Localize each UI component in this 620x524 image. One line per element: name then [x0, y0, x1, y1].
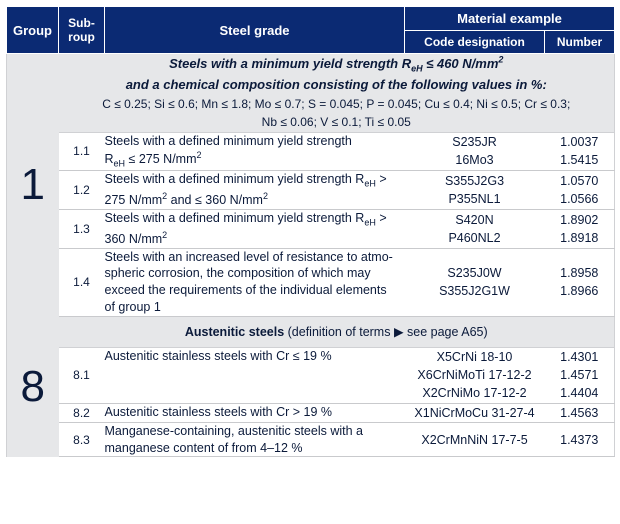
subgroup-cell: 1.4: [59, 248, 105, 317]
table-row: 8.3 Manganese-containing, austenitic ste…: [7, 422, 615, 457]
group1-chem-l1: C ≤ 0.25; Si ≤ 0.6; Mn ≤ 1.8; Mo ≤ 0.7; …: [102, 97, 570, 111]
subgroup-cell: 8.3: [59, 422, 105, 457]
code-cell: S420N P460NL2: [405, 209, 545, 248]
group8-title-rest: (definition of terms ▶ see page A65): [284, 325, 487, 339]
number-cell: 1.8902 1.8918: [545, 209, 615, 248]
group1-section-header: Steels with a minimum yield strength ReH…: [59, 54, 615, 133]
number-cell: 1.0570 1.0566: [545, 171, 615, 210]
header-material-example: Material example: [405, 7, 615, 31]
group1-subtitle: and a chemical composition consisting of…: [126, 77, 547, 92]
header-steelgrade: Steel grade: [105, 7, 405, 54]
header-number: Number: [545, 31, 615, 54]
group8-section-row: 8 Austenitic steels (definition of terms…: [7, 317, 615, 348]
group1-title: Steels with a minimum yield strength ReH…: [169, 56, 503, 71]
table-row: 1.4 Steels with an increased level of re…: [7, 248, 615, 317]
table-row: 8.1 Austenitic stainless steels with Cr …: [7, 348, 615, 403]
table-row: 1.1 Steels with a defined minimum yield …: [7, 132, 615, 171]
header-row-1: Group Sub- roup Steel grade Material exa…: [7, 7, 615, 31]
table-row: 8.2 Austenitic stainless steels with Cr …: [7, 403, 615, 422]
number-cell: 1.0037 1.5415: [545, 132, 615, 171]
subgroup-cell: 8.2: [59, 403, 105, 422]
code-cell: X1NiCrMoCu 31-27-4: [405, 403, 545, 422]
header-code-designation: Code designation: [405, 31, 545, 54]
desc-cell: Steels with an increased level of resist…: [105, 248, 405, 317]
group8-title-bold: Austenitic steels: [185, 325, 284, 339]
desc-cell: Steels with a defined minimum yield stre…: [105, 171, 405, 210]
number-cell: 1.8958 1.8966: [545, 248, 615, 317]
table-row: 1.2 Steels with a defined minimum yield …: [7, 171, 615, 210]
desc-cell: Manganese-containing, austenitic steels …: [105, 422, 405, 457]
code-cell: S235JR 16Mo3: [405, 132, 545, 171]
table-row: 1.3 Steels with a defined minimum yield …: [7, 209, 615, 248]
steel-grades-table: Group Sub- roup Steel grade Material exa…: [6, 6, 615, 457]
subgroup-cell: 1.3: [59, 209, 105, 248]
number-cell: 1.4373: [545, 422, 615, 457]
code-cell: X5CrNi 18-10 X6CrNiMoTi 17-12-2 X2CrNiMo…: [405, 348, 545, 403]
header-group: Group: [7, 7, 59, 54]
group8-section-header: Austenitic steels (definition of terms ▶…: [59, 317, 615, 348]
group8-id: 8: [7, 317, 59, 457]
desc-cell: Steels with a defined minimum yield stre…: [105, 209, 405, 248]
subgroup-cell: 1.2: [59, 171, 105, 210]
number-cell: 1.4563: [545, 403, 615, 422]
desc-cell: Austenitic stainless steels with Cr ≤ 19…: [105, 348, 405, 403]
group1-id: 1: [7, 54, 59, 317]
desc-cell: Austenitic stainless steels with Cr > 19…: [105, 403, 405, 422]
number-cell: 1.4301 1.4571 1.4404: [545, 348, 615, 403]
code-cell: S235J0W S355J2G1W: [405, 248, 545, 317]
header-subgroup-l1: Sub-: [68, 16, 95, 30]
subgroup-cell: 8.1: [59, 348, 105, 403]
subgroup-cell: 1.1: [59, 132, 105, 171]
code-cell: S355J2G3 P355NL1: [405, 171, 545, 210]
desc-cell: Steels with a defined minimum yield stre…: [105, 132, 405, 171]
group1-chem-l2: Nb ≤ 0.06; V ≤ 0.1; Ti ≤ 0.05: [262, 115, 411, 129]
header-subgroup: Sub- roup: [59, 7, 105, 54]
header-subgroup-l2: roup: [68, 30, 95, 44]
code-cell: X2CrMnNiN 17-7-5: [405, 422, 545, 457]
group1-section-row: 1 Steels with a minimum yield strength R…: [7, 54, 615, 133]
